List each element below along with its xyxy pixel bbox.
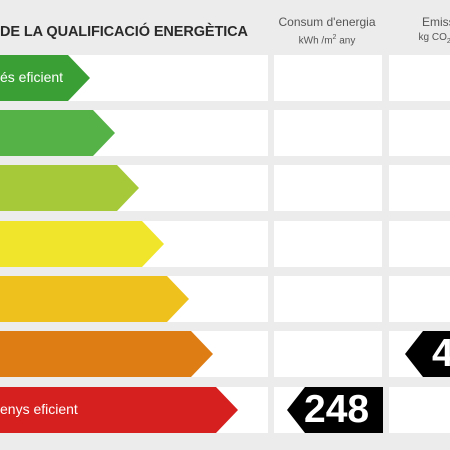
scale-label-best: és eficient — [0, 69, 64, 85]
scale-arrow-b — [0, 110, 115, 156]
grid-cell — [274, 165, 382, 211]
scale-arrow-g: enys eficient — [0, 387, 238, 433]
scale-arrow-c — [0, 165, 139, 211]
scale-arrow-e — [0, 276, 189, 322]
emissions-value: 4 — [432, 332, 450, 375]
grid-cell — [274, 331, 382, 377]
scale-arrow-a: és eficient — [0, 55, 90, 101]
grid-cell — [389, 221, 450, 267]
emissions-unit: kg CO2 / m — [418, 32, 450, 45]
grid-cell — [389, 276, 450, 322]
grid-cell — [389, 110, 450, 156]
label-title: DE LA QUALIFICACIÓ ENERGÈTICA — [0, 24, 248, 40]
consumption-rating-badge: 248 — [287, 387, 383, 433]
scale-label-worst: enys eficient — [0, 401, 78, 417]
emissions-rating-badge: 4 — [405, 331, 450, 377]
grid-cell — [274, 221, 382, 267]
scale-arrow-f — [0, 331, 213, 377]
emissions-title: Emissio — [421, 15, 450, 29]
grid-cell — [389, 165, 450, 211]
grid-cell — [389, 55, 450, 101]
grid-cell — [274, 110, 382, 156]
scale-arrow-d — [0, 221, 164, 267]
grid-cell — [274, 276, 382, 322]
emissions-header: Emissio kg CO2 / m — [388, 14, 450, 50]
grid-cell — [389, 387, 450, 433]
grid-cell — [274, 55, 382, 101]
energy-consumption-title: Consum d'energia — [278, 15, 376, 29]
consumption-value: 248 — [304, 388, 370, 431]
energy-consumption-header: Consum d'energia kWh /m2 any — [272, 14, 382, 49]
energy-consumption-unit: kWh /m2 any — [298, 34, 356, 47]
